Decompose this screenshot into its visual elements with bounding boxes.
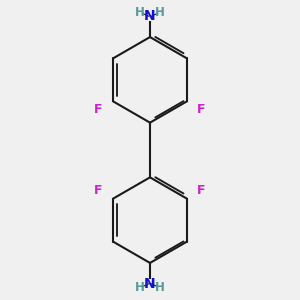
Text: H: H — [155, 6, 165, 19]
Text: H: H — [135, 281, 145, 294]
Text: H: H — [155, 281, 165, 294]
Text: H: H — [135, 6, 145, 19]
Text: F: F — [197, 103, 206, 116]
Text: F: F — [197, 184, 206, 197]
Text: N: N — [144, 9, 156, 23]
Text: F: F — [94, 103, 103, 116]
Text: F: F — [94, 184, 103, 197]
Text: N: N — [144, 277, 156, 291]
